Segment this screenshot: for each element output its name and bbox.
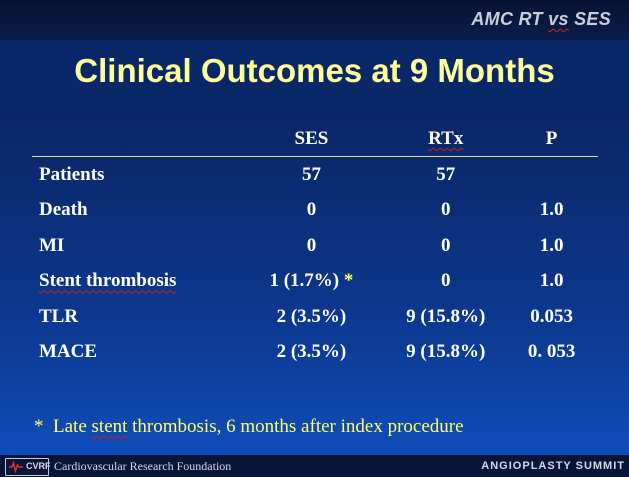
table-row: MACE 2 (3.5%) 9 (15.8%) 0. 053 [32, 335, 598, 371]
slide-title: Clinical Outcomes at 9 Months [74, 52, 555, 89]
row-label-text: Stent thrombosis [39, 270, 177, 292]
event-name: ANGIOPLASTY SUMMIT [481, 460, 625, 472]
cell-p: 0.053 [530, 305, 573, 327]
heart-pulse-icon [9, 461, 23, 473]
cell-p: 0. 053 [527, 341, 576, 363]
table-header-row: SES RTx P [32, 122, 598, 157]
table-row: TLR 2 (3.5%) 9 (15.8%) 0.053 [32, 299, 598, 335]
cell-ses: 2 (3.5%) [276, 341, 347, 363]
row-label: MACE [39, 341, 98, 363]
table-row: Death 0 0 1.0 [32, 193, 598, 229]
footnote-star: * [34, 416, 44, 437]
row-label: Patients [39, 163, 105, 185]
footer-band [0, 455, 629, 477]
cell-rtx: 0 [440, 270, 451, 292]
logo-text: CVRF [26, 461, 51, 471]
cell-p: 1.0 [539, 234, 564, 256]
cell-ses: 0 [306, 234, 317, 256]
footnote-pre: Late [53, 416, 87, 437]
table-row: Patients 57 57 [32, 157, 598, 193]
study-tag-vs: vs [548, 9, 569, 29]
cell-ses: 2 (3.5%) [276, 305, 347, 327]
cell-rtx: 57 [436, 163, 456, 185]
table-row: MI 0 0 1.0 [32, 228, 598, 264]
cell-ses: 1 (1.7%) * [237, 264, 387, 300]
cell-rtx: 9 (15.8%) [406, 341, 486, 363]
cell-p: 1.0 [539, 270, 564, 292]
cell-ses: 57 [301, 163, 321, 185]
row-label: TLR [39, 305, 79, 327]
cell-rtx: 0 [440, 199, 451, 221]
cell-ses-value: 1 (1.7%) [269, 270, 340, 292]
row-label: Death [39, 199, 88, 221]
study-tag-left: AMC RT [471, 9, 543, 29]
cvrf-logo: CVRF [5, 458, 51, 476]
title-band [0, 40, 629, 108]
col-header-rtx-label: RTx [428, 128, 464, 149]
cell-rtx: 0 [440, 234, 451, 256]
col-header-p: P [505, 122, 598, 157]
header-blank [32, 122, 237, 157]
footnote: * Late stent thrombosis, 6 months after … [34, 416, 464, 438]
top-band [0, 0, 629, 40]
col-header-rtx: RTx [386, 122, 506, 157]
study-tag: AMC RT vs SES [471, 9, 611, 30]
footnote-stent: stent [91, 416, 128, 437]
cell-rtx: 9 (15.8%) [406, 305, 486, 327]
cell-p: 1.0 [539, 199, 564, 221]
col-header-ses: SES [236, 122, 387, 157]
footnote-post: thrombosis, 6 months after index procedu… [132, 416, 464, 437]
cell-p [505, 157, 598, 193]
table-row: Stent thrombosis 1 (1.7%) * 0 1.0 [32, 264, 598, 300]
study-tag-right: SES [574, 9, 611, 29]
cell-ses: 0 [306, 199, 317, 221]
footnote-marker: * [343, 270, 354, 292]
organization-name: Cardiovascular Research Foundation [54, 459, 232, 473]
row-label: MI [39, 234, 65, 256]
outcomes-table: SES RTx P Patients 57 57 Death 0 0 1.0 M… [32, 122, 598, 370]
row-label: Stent thrombosis [32, 264, 237, 300]
